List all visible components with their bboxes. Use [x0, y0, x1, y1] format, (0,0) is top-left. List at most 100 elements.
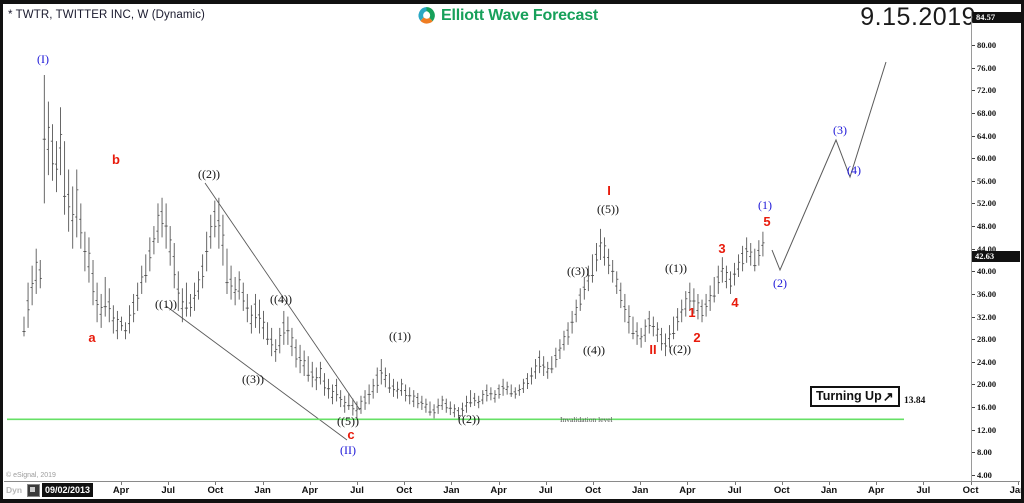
- time-tick-label: Oct: [207, 485, 224, 496]
- frame-top-border: [0, 0, 1024, 4]
- trendline-upper-channel: [204, 182, 361, 411]
- time-tick-label: Apr: [868, 485, 885, 496]
- price-tick-label: 32.00: [977, 311, 997, 322]
- time-tick: [215, 482, 217, 485]
- price-tick-label: 48.00: [977, 221, 997, 232]
- time-tick-label: Oct: [396, 485, 413, 496]
- wave-label: ((1)): [389, 329, 411, 343]
- time-tick-label: Apr: [112, 485, 130, 496]
- wave-label: 5: [763, 214, 771, 229]
- wave-label: b: [112, 152, 120, 167]
- time-tick: [1017, 482, 1019, 485]
- time-tick-label: Apr: [301, 485, 318, 496]
- plot-svg: [7, 61, 904, 441]
- price-tick-label: 12.00: [977, 424, 997, 435]
- wave-label: (3): [833, 123, 847, 137]
- time-tick-label: Oct: [585, 485, 601, 496]
- time-tick: [121, 482, 122, 485]
- time-tick-label: Apr: [490, 485, 507, 496]
- price-tick-label: 52.00: [977, 198, 997, 209]
- wave-label: (1): [758, 198, 772, 212]
- time-tick-label: Jul: [916, 485, 931, 496]
- time-tick: [640, 482, 642, 485]
- wave-label: a: [88, 330, 96, 345]
- time-tick: [781, 482, 783, 485]
- price-tick-label: 28.00: [977, 334, 997, 345]
- invalidation-level-label: Invalidation level: [560, 415, 613, 424]
- time-tick: [404, 482, 406, 485]
- wave-label: ((4)): [583, 343, 605, 357]
- wave-label: ((3)): [242, 372, 264, 386]
- turning-up-badge: Turning Up ↗: [810, 386, 900, 407]
- wave-label: II: [649, 342, 657, 357]
- price-tick-label: 68.00: [977, 107, 997, 118]
- turning-up-label: Turning Up: [816, 389, 882, 403]
- wave-label: 2: [693, 330, 701, 345]
- price-axis[interactable]: 80.00 76.00 72.00 68.00 64.00 60.00 56.00 52.00…: [971, 12, 1021, 486]
- wave-label: (I): [37, 52, 49, 66]
- wave-label: ((1)): [155, 297, 177, 311]
- time-tick-label: Jan: [1009, 485, 1024, 496]
- time-tick-label: Jan: [820, 485, 838, 496]
- time-tick-label: Jan: [443, 485, 460, 496]
- time-tick-label: Apr: [679, 485, 696, 496]
- time-axis[interactable]: Dyn 09/02/2013 Apr Jul Oct Jan Apr Jul Oct Jan A…: [4, 481, 1024, 499]
- time-tick-label: Jul: [161, 485, 176, 496]
- time-tick: [829, 482, 830, 485]
- time-tick-label: Jul: [727, 485, 742, 496]
- ohlc-bars: [22, 74, 765, 419]
- wave-label: ((2)): [458, 412, 480, 426]
- time-tick: [309, 482, 311, 485]
- price-tick-label: 76.00: [977, 62, 997, 73]
- wave-label: 3: [718, 241, 726, 256]
- time-tick: [545, 482, 547, 485]
- wave-label: (2): [773, 276, 787, 290]
- price-tick-label: 4.00: [977, 470, 992, 480]
- wave-label: c: [347, 427, 355, 442]
- time-tick: [498, 482, 500, 485]
- time-tick: [262, 482, 264, 485]
- time-tick: [876, 482, 878, 485]
- arrow-up-right-icon: ↗: [882, 388, 894, 404]
- time-tick: [168, 482, 170, 485]
- time-tick: [734, 482, 736, 485]
- time-tick-label: Oct: [962, 485, 979, 496]
- frame-bottom-border: [0, 499, 1024, 503]
- price-tick-label: 8.00: [977, 447, 992, 458]
- last-price-marker: 42.63: [972, 251, 1020, 263]
- frame-left-border: [0, 0, 3, 503]
- wave-label: I: [607, 183, 611, 198]
- trendline-lower-channel: [165, 305, 348, 441]
- high-price-marker: 84.57: [973, 12, 1021, 23]
- wave-label: ((5)): [337, 414, 359, 428]
- wave-label: ((2)): [198, 167, 220, 181]
- price-tick-label: 24.00: [977, 356, 997, 367]
- frame-right-border: [1021, 0, 1024, 503]
- price-tick-label: 20.00: [977, 379, 997, 390]
- wave-label: ((1)): [665, 261, 687, 275]
- wave-label: ((5)): [597, 202, 619, 216]
- wave-label: (II): [340, 443, 356, 457]
- time-tick: [687, 482, 689, 485]
- time-tick-label: Jan: [254, 485, 271, 496]
- brand-name: Elliott Wave Forecast: [441, 6, 599, 24]
- swirl-circle-icon: [417, 6, 436, 25]
- wave-label: ((3)): [567, 264, 589, 278]
- copyright-notice: © eSignal, 2019: [6, 472, 56, 479]
- chart-header: * TWTR, TWITTER INC, W (Dynamic) Elliott…: [3, 3, 1021, 31]
- price-tick-label: 36.00: [977, 288, 997, 299]
- time-tick: [970, 482, 972, 485]
- wave-label: 4: [731, 295, 739, 310]
- start-date-badge[interactable]: 09/02/2013: [42, 483, 94, 497]
- time-tick: [593, 482, 594, 485]
- calendar-icon[interactable]: [27, 484, 40, 497]
- wave-label: ((4)): [270, 292, 292, 306]
- date-stamp: 9.15.2019: [860, 3, 976, 31]
- time-tick: [451, 482, 453, 485]
- time-tick-label: Jan: [632, 485, 649, 496]
- page-title: * TWTR, TWITTER INC, W (Dynamic): [8, 9, 205, 21]
- price-tick-label: 44.00: [977, 243, 997, 254]
- price-tick-label: 64.00: [977, 130, 997, 141]
- forecast-projection-path: [771, 61, 887, 272]
